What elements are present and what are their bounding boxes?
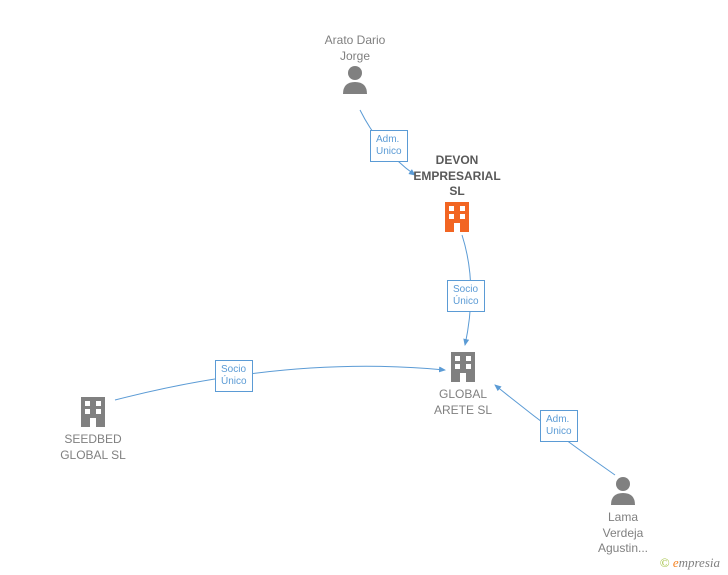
watermark: © empresia	[660, 555, 720, 571]
node-label: SEEDBED GLOBAL SL	[48, 432, 138, 463]
person-icon	[341, 64, 369, 99]
node-label: GLOBAL ARETE SL	[418, 387, 508, 418]
edge-label-devon-global_arete: Socio Único	[447, 280, 485, 312]
building-icon	[78, 395, 108, 432]
edge-label-seedbed-global_arete: Socio Único	[215, 360, 253, 392]
edge-label-lama-global_arete: Adm. Unico	[540, 410, 578, 442]
node-seedbed[interactable]: SEEDBED GLOBAL SL	[48, 395, 138, 463]
building-icon	[448, 350, 478, 387]
edge-seedbed-global_arete	[115, 366, 445, 400]
node-label: Arato Dario Jorge	[310, 33, 400, 64]
node-label: Lama Verdeja Agustin...	[578, 510, 668, 557]
edge-label-arato-devon: Adm. Unico	[370, 130, 408, 162]
building-icon	[442, 200, 472, 237]
person-icon	[609, 475, 637, 510]
node-arato[interactable]: Arato Dario Jorge	[310, 33, 400, 99]
copyright-symbol: ©	[660, 555, 670, 570]
node-label: DEVON EMPRESARIAL SL	[412, 153, 502, 200]
brand-rest: mpresia	[679, 555, 720, 570]
node-lama[interactable]: Lama Verdeja Agustin...	[578, 475, 668, 557]
node-global_arete[interactable]: GLOBAL ARETE SL	[418, 350, 508, 418]
node-devon[interactable]: DEVON EMPRESARIAL SL	[412, 153, 502, 237]
